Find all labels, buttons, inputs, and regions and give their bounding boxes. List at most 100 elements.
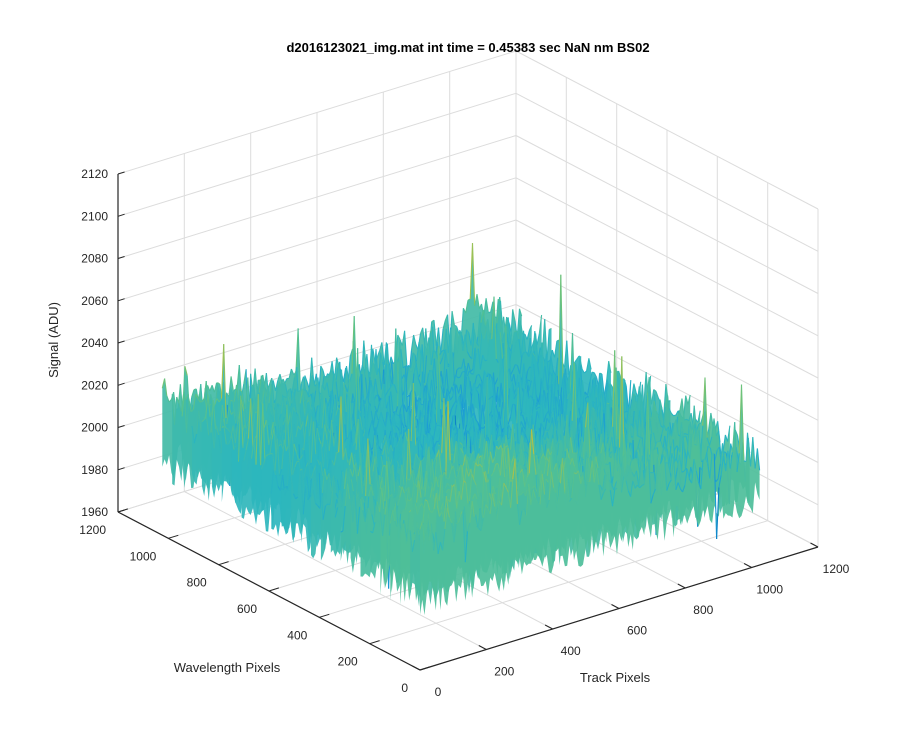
surface-ridge-segment (569, 420, 573, 429)
surface-ridge-segment (434, 447, 438, 458)
surface-ridge-segment (435, 352, 439, 359)
surface-ridge-segment (613, 482, 617, 491)
surface-ridge-segment (368, 485, 372, 497)
surface-ridge-segment (483, 471, 487, 483)
surface-ridge-segment (548, 327, 552, 331)
surface-ridge-segment (507, 492, 512, 508)
surface-ridge-segment (662, 406, 666, 428)
surface-ridge-segment (517, 373, 521, 376)
surface-ridge-segment (508, 423, 512, 430)
surface-ridge-segment (324, 421, 329, 429)
surface-ridge-segment (265, 385, 269, 397)
surface-ridge-segment (546, 456, 551, 476)
surface-ridge-segment (272, 404, 276, 427)
surface-ridge-segment (566, 392, 571, 400)
surface-ridge-segment (623, 475, 627, 481)
surface-ridge-segment (452, 511, 456, 527)
surface-ridge-segment (636, 434, 640, 438)
surface-ridge-segment (611, 350, 616, 429)
surface-ridge-segment (410, 509, 415, 535)
surface-ridge-segment (727, 425, 731, 442)
surface-ridge-segment (446, 507, 450, 518)
surface-ridge-segment (734, 422, 738, 473)
z-tick-mark (117, 171, 125, 175)
surface-ridge-segment (595, 456, 599, 469)
surface-ridge-segment (626, 415, 630, 443)
surface-ridge-segment (398, 485, 402, 489)
surface-ridge-segment (473, 479, 477, 486)
surface-ridge-segment (460, 384, 464, 408)
surface-ridge-segment (598, 461, 603, 476)
surface-ridge-segment (349, 373, 353, 382)
surface-ridge-segment (444, 388, 448, 404)
surface-ridge-segment (295, 451, 300, 461)
surface-ridge-segment (455, 521, 459, 525)
surface-ridge-segment (491, 408, 495, 435)
surface-ridge-segment (288, 368, 292, 379)
surface-ridge-segment (579, 357, 583, 370)
surface-ridge-segment (679, 398, 683, 412)
surface-ridge-segment (425, 435, 429, 447)
surface-ridge-segment (696, 430, 700, 446)
surface-ridge-segment (608, 480, 613, 485)
surface-ridge-segment (675, 419, 679, 435)
surface-ridge-segment (646, 392, 651, 458)
surface-ridge-segment (397, 468, 401, 474)
surface-ridge-segment (729, 452, 734, 469)
surface-ridge-segment (225, 427, 228, 430)
surface-ridge-segment (525, 451, 529, 455)
surface-ridge-segment (553, 422, 557, 431)
surface-ridge-segment (255, 380, 259, 404)
surface-ridge-segment (280, 443, 284, 450)
surface-ridge-segment (465, 482, 469, 504)
surface-ridge-segment (470, 412, 474, 418)
surface-ridge-segment (673, 414, 676, 417)
surface-ridge-segment (734, 429, 739, 436)
surface-ridge-segment (474, 462, 479, 467)
x-axis-label: Track Pixels (580, 670, 651, 685)
x-tick-label: 1200 (823, 562, 850, 576)
surface-ridge-segment (500, 402, 504, 420)
z-axis-ticks: 1960 1980 2000 2020 2040 2060 2080 2100 2120 (81, 167, 125, 519)
surface-ridge-segment (650, 389, 655, 405)
y-tick-label: 600 (237, 602, 257, 616)
surface-ridge-segment (490, 391, 495, 412)
surface-ridge-segment (372, 427, 376, 448)
surface-ridge-segment (576, 357, 581, 378)
surface-ridge-segment (250, 398, 254, 447)
surface-ridge-segment (487, 319, 491, 339)
surface-ridge-segment (282, 399, 287, 424)
surface-ridge-segment (338, 369, 343, 406)
surface-ridge-segment (287, 396, 291, 407)
y-tick-mark (369, 640, 380, 645)
surface-ridge-segment (632, 393, 636, 397)
surface-ridge-segment (547, 448, 551, 455)
surface-ridge-segment (456, 491, 460, 509)
surface-ridge-segment (719, 443, 724, 464)
y-tick-label: 800 (187, 576, 207, 590)
surface-ridge-segment (343, 366, 348, 385)
surface-ridge-segment (543, 494, 548, 508)
surface-ridge-segment (573, 466, 578, 473)
surface-ridge-segment (262, 403, 266, 468)
surface-ridge-segment (323, 375, 327, 378)
surface-ridge-segment (312, 490, 317, 504)
surface-ridge-segment (571, 458, 576, 467)
surface-ridge-segment (389, 384, 393, 389)
surface-ridge-segment (231, 434, 235, 451)
surface-ridge-segment (633, 401, 638, 412)
surface-ridge-segment (344, 384, 348, 393)
surface-ridge-segment (396, 341, 401, 407)
surface-ridge-segment (482, 309, 487, 326)
surface-ridge-segment (483, 327, 487, 340)
surface-ridge-segment (507, 448, 511, 481)
surface-ridge-segment (575, 395, 580, 409)
surface-ridge-segment (594, 446, 598, 457)
surface-ridge-segment (518, 338, 522, 358)
surface-ridge-segment (394, 520, 398, 528)
surface-ridge-segment (376, 442, 380, 447)
surface-ridge-segment (481, 404, 486, 424)
surface-ridge-segment (540, 378, 545, 391)
surface-ridge-segment (450, 404, 455, 410)
surface-ridge-segment (540, 453, 544, 459)
